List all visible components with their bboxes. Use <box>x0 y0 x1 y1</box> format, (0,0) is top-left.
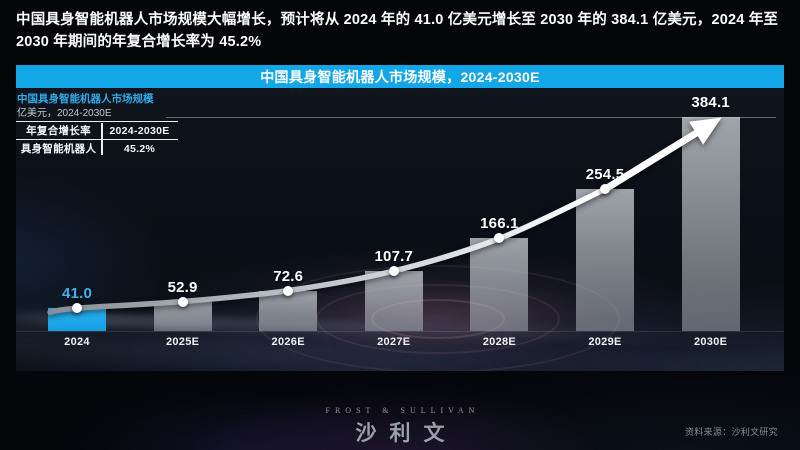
cagr-row-value: 45.2% <box>123 142 156 155</box>
logo-wordmark-cn: 沙利文 <box>355 422 458 445</box>
cagr-header-metric: 年复合增长率 <box>26 125 91 137</box>
chart-banner-title: 中国具身智能机器人市场规模，2024-2030E <box>260 68 540 85</box>
cagr-header-period: 2024-2030E <box>109 124 170 137</box>
value-label-2025E: 52.9 <box>167 278 198 296</box>
cagr-table-header-row: 年复合增长率 2024-2030E <box>16 122 178 140</box>
cagr-table-data-row: 具身智能机器人 45.2% <box>16 140 178 157</box>
bar-2030E <box>681 117 740 331</box>
value-label-2026E: 72.6 <box>273 267 304 285</box>
logo-wordmark-en: FROST & SULLIVAN <box>325 406 480 415</box>
top-gridline <box>166 117 776 118</box>
chart-panel: 中国具身智能机器人市场规模 亿美元，2024-2030E 年复合增长率 2024… <box>16 88 784 371</box>
data-point-2028E <box>494 233 505 244</box>
frost-sullivan-logo: FROST & SULLIVAN 沙利文 <box>0 406 800 447</box>
data-point-2025E <box>177 296 188 307</box>
data-point-2027E <box>388 265 399 276</box>
data-point-2029E <box>600 184 610 195</box>
chart-title: 中国具身智能机器人市场规模 <box>17 93 154 105</box>
data-point-2026E <box>283 285 294 296</box>
x-axis-label-2027E: 2027E <box>377 336 411 348</box>
value-label-2027E: 107.7 <box>374 247 414 265</box>
x-axis-baseline <box>16 331 784 332</box>
cagr-table: 年复合增长率 2024-2030E 具身智能机器人 45.2% <box>16 121 178 157</box>
x-axis-label-2024: 2024 <box>64 336 90 348</box>
value-label-2028E: 166.1 <box>480 215 519 233</box>
headline: 中国具身智能机器人市场规模大幅增长，预计将从 2024 年的 41.0 亿美元增… <box>16 12 779 50</box>
chart-unit-label: 亿美元，2024-2030E <box>17 108 112 119</box>
value-label-2030E: 384.1 <box>691 94 730 111</box>
x-axis-label-2029E: 2029E <box>588 336 622 348</box>
cagr-table-divider <box>101 123 103 155</box>
value-label-2029E: 254.5 <box>585 166 625 184</box>
x-axis-label-2026E: 2026E <box>271 336 305 348</box>
chart-banner: 中国具身智能机器人市场规模，2024-2030E <box>16 65 784 88</box>
x-axis-label-2030E: 2030E <box>693 336 728 348</box>
x-axis-label-2025E: 2025E <box>165 336 200 348</box>
data-point-2024 <box>72 303 82 314</box>
bar-2027E <box>364 270 423 331</box>
bar-2029E <box>576 189 634 331</box>
cagr-row-label: 具身智能机器人 <box>20 143 97 155</box>
x-axis-label-2028E: 2028E <box>482 336 517 348</box>
source-note: 资料来源：沙利文研究 <box>684 427 778 437</box>
value-label-2024: 41.0 <box>62 285 92 303</box>
bar-2026E <box>259 290 318 331</box>
bar-2028E <box>470 238 529 331</box>
